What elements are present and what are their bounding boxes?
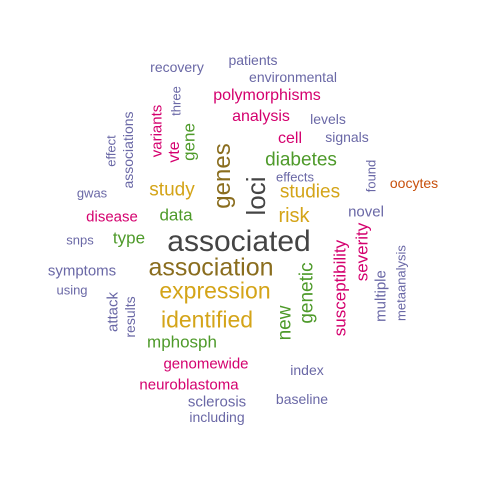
word-risk: risk bbox=[278, 205, 310, 227]
word-association: association bbox=[148, 253, 274, 282]
word-including: including bbox=[189, 409, 245, 425]
word-baseline: baseline bbox=[275, 391, 329, 407]
word-multiple: multiple bbox=[372, 270, 390, 322]
word-analysis: analysis bbox=[232, 108, 290, 125]
word-levels: levels bbox=[310, 111, 346, 127]
word-associated: associated bbox=[167, 225, 311, 258]
word-metaanalysis: metaanalysis bbox=[393, 245, 409, 321]
word-diabetes: diabetes bbox=[265, 149, 337, 171]
word-identified: identified bbox=[160, 306, 254, 333]
word-novel: novel bbox=[348, 203, 384, 221]
word-vte: vte bbox=[166, 141, 183, 163]
word-three: three bbox=[168, 86, 184, 116]
word-using: using bbox=[56, 282, 88, 298]
word-new: new bbox=[274, 305, 296, 341]
word-attack: attack bbox=[104, 291, 122, 333]
word-type: type bbox=[112, 228, 146, 248]
word-genes: genes bbox=[209, 143, 236, 209]
word-data: data bbox=[159, 205, 193, 225]
word-effects: effects bbox=[275, 169, 315, 185]
word-signals: signals bbox=[325, 129, 369, 145]
word-severity: severity bbox=[352, 222, 372, 282]
word-susceptibility: susceptibility bbox=[330, 239, 350, 337]
word-genomewide: genomewide bbox=[163, 355, 249, 373]
word-index: index bbox=[290, 362, 324, 378]
word-gene: gene bbox=[179, 123, 199, 161]
word-expression: expression bbox=[159, 277, 271, 304]
word-sclerosis: sclerosis bbox=[187, 393, 247, 411]
word-polymorphisms: polymorphisms bbox=[213, 87, 321, 104]
word-associations: associations bbox=[120, 111, 136, 189]
word-studies: studies bbox=[279, 181, 341, 203]
word-disease: disease bbox=[86, 208, 138, 226]
word-patients: patients bbox=[228, 52, 278, 68]
word-oocytes: oocytes bbox=[389, 175, 439, 191]
word-results: results bbox=[122, 296, 138, 338]
word-found: found bbox=[363, 159, 379, 193]
word-recovery: recovery bbox=[150, 59, 204, 75]
word-environmental: environmental bbox=[249, 69, 337, 85]
word-snps: snps bbox=[66, 232, 94, 248]
word-gwas: gwas bbox=[76, 185, 108, 201]
word-neuroblastoma: neuroblastoma bbox=[139, 376, 239, 394]
word-effect: effect bbox=[103, 135, 119, 167]
word-symptoms: symptoms bbox=[47, 262, 117, 280]
word-loci: loci bbox=[241, 176, 271, 216]
word-mphosph: mphosph bbox=[147, 332, 217, 352]
word-genetic: genetic bbox=[296, 262, 318, 324]
word-study: study bbox=[149, 179, 195, 201]
word-variants: variants bbox=[148, 104, 166, 158]
word-cell: cell bbox=[277, 130, 303, 147]
